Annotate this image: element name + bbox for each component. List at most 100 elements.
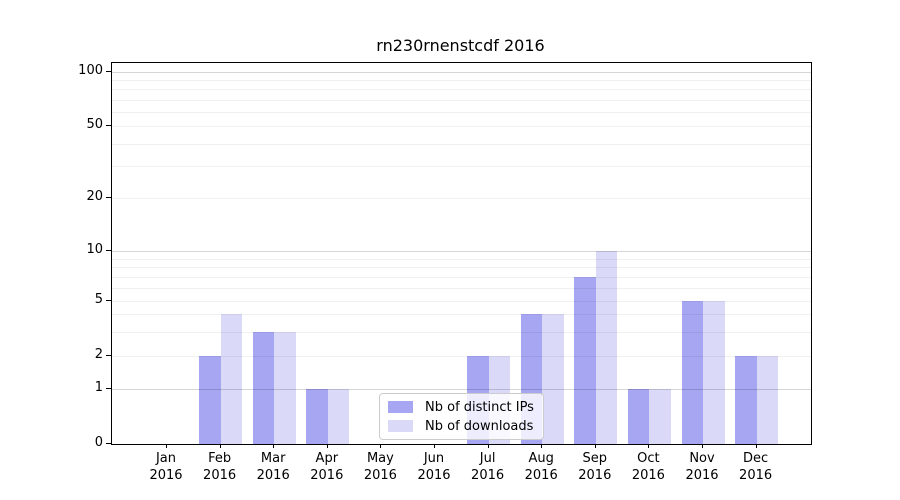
bar-oct-nb-of-distinct-ips xyxy=(627,389,650,444)
bar-nov-nb-of-downloads xyxy=(703,301,725,444)
legend-label-nb-of-downloads: Nb of downloads xyxy=(425,418,534,434)
legend: Nb of distinct IPs Nb of downloads xyxy=(379,393,544,440)
gridline-minor-60 xyxy=(112,111,811,113)
x-tick-label-jan: Jan 2016 xyxy=(136,450,196,484)
grid-layer xyxy=(112,63,811,444)
y-tick-label-2: 2 xyxy=(94,347,103,362)
y-tick-label-5: 5 xyxy=(94,292,103,307)
x-tick-year: 2016 xyxy=(739,468,773,483)
gridline-minor-20 xyxy=(112,198,811,199)
x-tick-month: Oct xyxy=(637,451,660,466)
x-tick-year: 2016 xyxy=(524,468,558,483)
bar-feb-nb-of-distinct-ips xyxy=(199,356,221,444)
x-tick-month: Jun xyxy=(423,451,445,466)
legend-label-nb-of-distinct-ips: Nb of distinct IPs xyxy=(425,399,534,415)
x-tick-year: 2016 xyxy=(578,468,612,483)
y-tick-mark-10 xyxy=(106,250,111,251)
gridline-minor-3 xyxy=(112,331,811,333)
plot-area: Nb of distinct IPs Nb of downloads xyxy=(111,62,812,445)
bar-sep-nb-of-downloads xyxy=(595,251,618,444)
y-tick-label-50: 50 xyxy=(86,117,103,132)
gridline-minor-90 xyxy=(112,80,811,82)
x-tick-year: 2016 xyxy=(631,468,665,483)
x-tick-month: Aug xyxy=(528,451,554,466)
x-tick-month: Mar xyxy=(260,451,286,466)
y-tick-mark-20 xyxy=(106,197,111,198)
x-tick-mark-may xyxy=(380,444,382,448)
x-tick-label-sep: Sep 2016 xyxy=(565,450,625,484)
gridline-minor-80 xyxy=(112,89,811,91)
gridline-minor-8 xyxy=(112,267,811,269)
x-tick-year: 2016 xyxy=(417,468,451,483)
bar-mar-nb-of-downloads xyxy=(274,331,296,444)
legend-swatch-nb-of-downloads xyxy=(388,420,413,432)
legend-item-nb-of-downloads: Nb of downloads xyxy=(388,418,534,434)
y-tick-mark-2 xyxy=(106,355,111,356)
x-tick-label-feb: Feb 2016 xyxy=(190,450,250,484)
y-tick-mark-1 xyxy=(106,388,111,389)
x-tick-mark-mar xyxy=(273,444,275,448)
gridline-minor-7 xyxy=(112,276,811,278)
x-tick-year: 2016 xyxy=(471,468,505,483)
x-tick-month: Sep xyxy=(582,451,608,466)
x-tick-month: Nov xyxy=(689,451,715,466)
y-tick-mark-0 xyxy=(106,443,111,444)
bar-sep-nb-of-distinct-ips xyxy=(574,276,596,444)
bar-dec-nb-of-distinct-ips xyxy=(735,356,757,444)
bar-aug-nb-of-downloads xyxy=(542,314,564,444)
x-tick-label-aug: Aug 2016 xyxy=(511,450,571,484)
y-tick-label-0: 0 xyxy=(94,435,103,450)
bar-oct-nb-of-downloads xyxy=(649,389,671,444)
x-tick-mark-oct xyxy=(648,444,650,448)
gridline-minor-6 xyxy=(112,287,811,289)
x-tick-mark-dec xyxy=(755,444,757,448)
x-tick-mark-feb xyxy=(219,444,221,448)
gridline-minor-2 xyxy=(112,356,811,357)
legend-swatch-nb-of-distinct-ips xyxy=(388,401,413,413)
bar-dec-nb-of-downloads xyxy=(756,356,779,444)
x-tick-year: 2016 xyxy=(149,468,183,483)
x-tick-year: 2016 xyxy=(203,468,237,483)
gridline-minor-30 xyxy=(112,166,811,168)
x-tick-label-jul: Jul 2016 xyxy=(458,450,518,484)
gridline-minor-50 xyxy=(112,126,811,127)
x-tick-year: 2016 xyxy=(256,468,290,483)
bar-feb-nb-of-downloads xyxy=(220,314,243,444)
y-tick-label-10: 10 xyxy=(86,242,103,257)
gridline-major-100 xyxy=(112,72,811,73)
x-tick-month: Jul xyxy=(479,451,496,466)
bar-nov-nb-of-distinct-ips xyxy=(681,301,703,444)
y-tick-label-20: 20 xyxy=(86,189,103,204)
y-tick-mark-100 xyxy=(106,71,111,72)
gridline-minor-4 xyxy=(112,314,811,316)
x-tick-label-jun: Jun 2016 xyxy=(404,450,464,484)
y-tick-mark-50 xyxy=(106,125,111,126)
x-tick-month: Jan xyxy=(155,451,177,466)
gridline-minor-9 xyxy=(112,258,811,260)
x-tick-label-may: May 2016 xyxy=(350,450,410,484)
bar-apr-nb-of-distinct-ips xyxy=(306,389,328,444)
x-tick-year: 2016 xyxy=(310,468,344,483)
bar-apr-nb-of-downloads xyxy=(327,389,350,444)
chart-title: rn230rnenstcdf 2016 xyxy=(376,36,545,55)
y-tick-label-1: 1 xyxy=(94,380,103,395)
x-tick-month: May xyxy=(366,451,394,466)
x-tick-mark-aug xyxy=(541,444,543,448)
x-tick-label-apr: Apr 2016 xyxy=(297,450,357,484)
x-tick-label-nov: Nov 2016 xyxy=(672,450,732,484)
x-tick-label-dec: Dec 2016 xyxy=(726,450,786,484)
x-tick-mark-jan xyxy=(166,444,167,448)
bar-mar-nb-of-distinct-ips xyxy=(252,331,275,444)
x-tick-mark-nov xyxy=(702,444,703,448)
x-tick-label-oct: Oct 2016 xyxy=(618,450,678,484)
x-tick-month: Dec xyxy=(743,451,769,466)
x-tick-mark-jun xyxy=(434,444,435,448)
x-tick-mark-apr xyxy=(326,444,328,448)
gridline-minor-40 xyxy=(112,143,811,145)
x-tick-month: Apr xyxy=(315,451,339,466)
x-tick-year: 2016 xyxy=(363,468,397,483)
x-tick-year: 2016 xyxy=(685,468,719,483)
y-tick-label-100: 100 xyxy=(78,63,103,78)
x-tick-mark-sep xyxy=(594,444,596,448)
